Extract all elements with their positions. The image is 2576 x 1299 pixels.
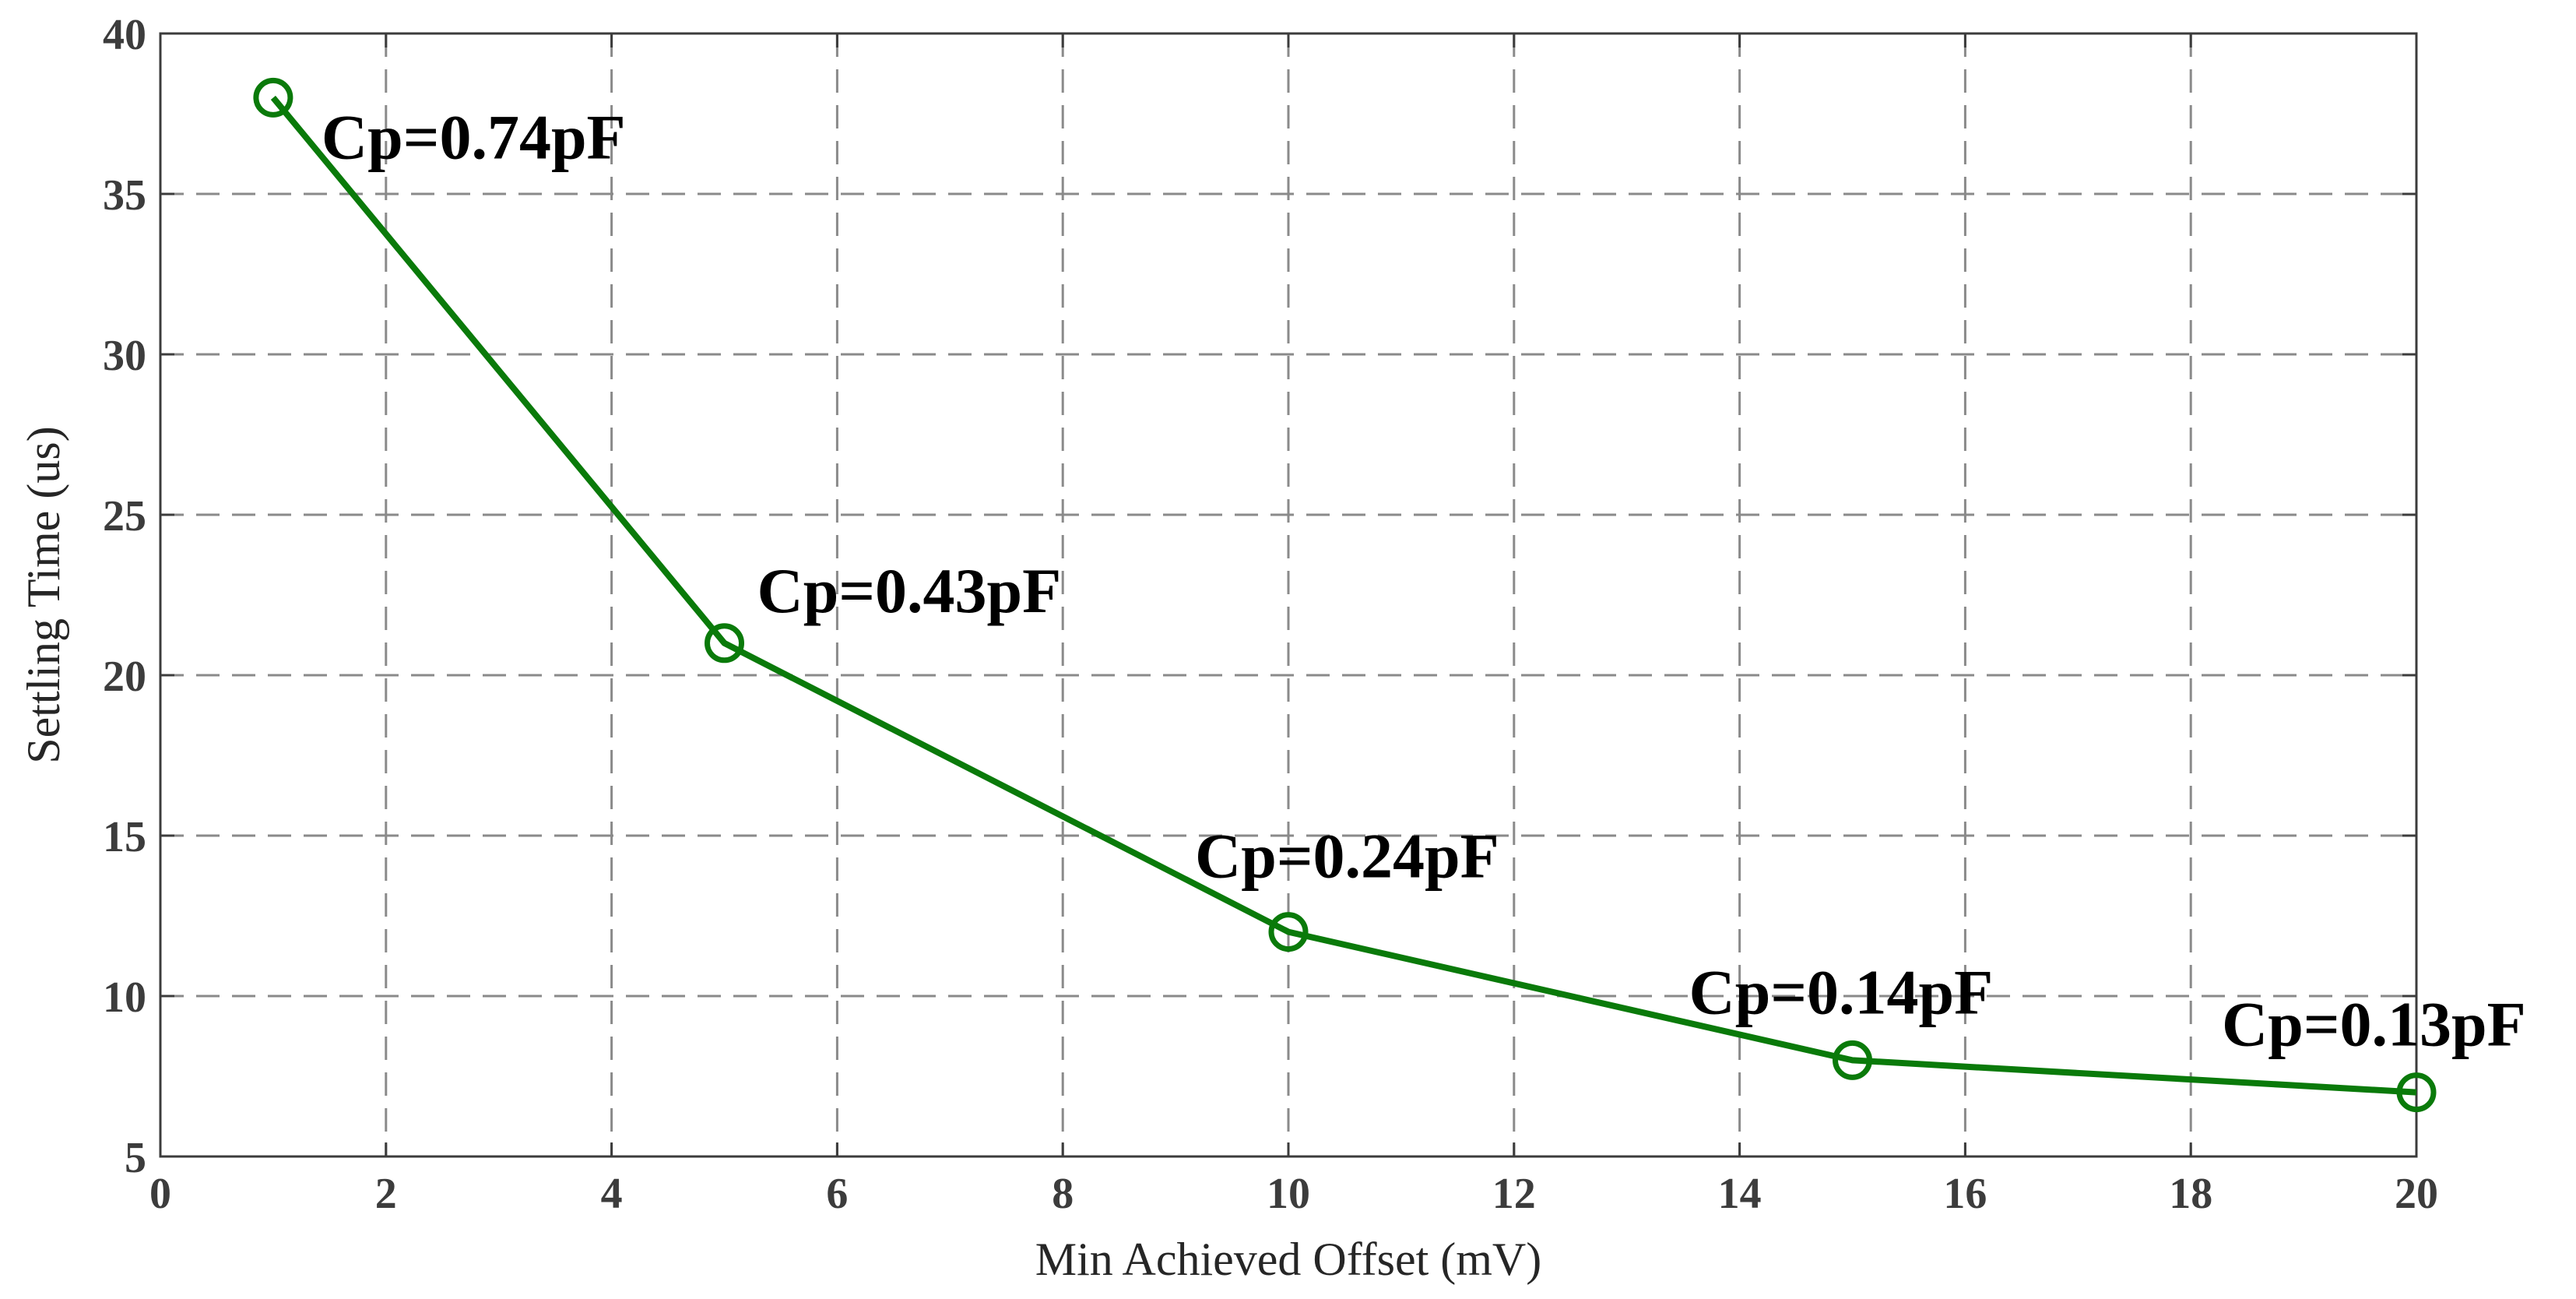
x-axis-label: Min Achieved Offset (mV) (1035, 1234, 1541, 1285)
x-tick-label: 6 (826, 1170, 848, 1218)
y-tick-label: 5 (125, 1134, 146, 1182)
data-point-label: Cp=0.24pF (1195, 821, 1499, 892)
x-tick-label: 18 (2169, 1170, 2212, 1218)
x-tick-label: 14 (1718, 1170, 1762, 1218)
y-axis-tick-labels: 5 10 15 20 25 30 35 40 (103, 11, 146, 1182)
data-point-marker (2396, 1072, 2437, 1113)
data-point-label: Cp=0.74pF (322, 101, 626, 172)
data-point-labels: Cp=0.74pF Cp=0.43pF Cp=0.24pF Cp=0.14pF Cp=0… (322, 101, 2526, 1059)
data-point-label: Cp=0.13pF (2222, 989, 2526, 1060)
x-tick-label: 20 (2395, 1170, 2438, 1218)
series-line (270, 95, 2417, 1096)
data-point-marker (1268, 912, 1309, 952)
x-tick-label: 10 (1267, 1170, 1310, 1218)
y-tick-label: 10 (103, 973, 146, 1022)
x-tick-label: 8 (1052, 1170, 1074, 1218)
x-tick-label: 0 (149, 1170, 171, 1218)
x-tick-label: 4 (601, 1170, 623, 1218)
data-point-label: Cp=0.14pF (1689, 956, 1994, 1027)
x-tick-label: 2 (375, 1170, 397, 1218)
x-tick-label: 12 (1492, 1170, 1536, 1218)
data-point-marker (253, 77, 293, 118)
data-point-markers (253, 77, 2437, 1113)
y-tick-label: 30 (103, 332, 146, 380)
data-point-label: Cp=0.43pF (757, 555, 1062, 626)
y-tick-label: 35 (103, 171, 146, 220)
data-point-marker (705, 623, 744, 664)
grid-lines (160, 33, 2416, 1156)
y-tick-label: 25 (103, 492, 146, 540)
y-axis-label: Settling Time (us) (18, 426, 69, 763)
x-axis-tick-labels: 0 2 4 6 8 10 12 14 16 18 20 (149, 1170, 2438, 1218)
x-tick-label: 16 (1943, 1170, 1987, 1218)
data-point-marker (1833, 1040, 1872, 1080)
y-tick-label: 20 (103, 653, 146, 701)
y-tick-label: 40 (103, 11, 146, 59)
axis-tick-marks (159, 32, 2418, 1158)
y-tick-label: 15 (103, 813, 146, 861)
